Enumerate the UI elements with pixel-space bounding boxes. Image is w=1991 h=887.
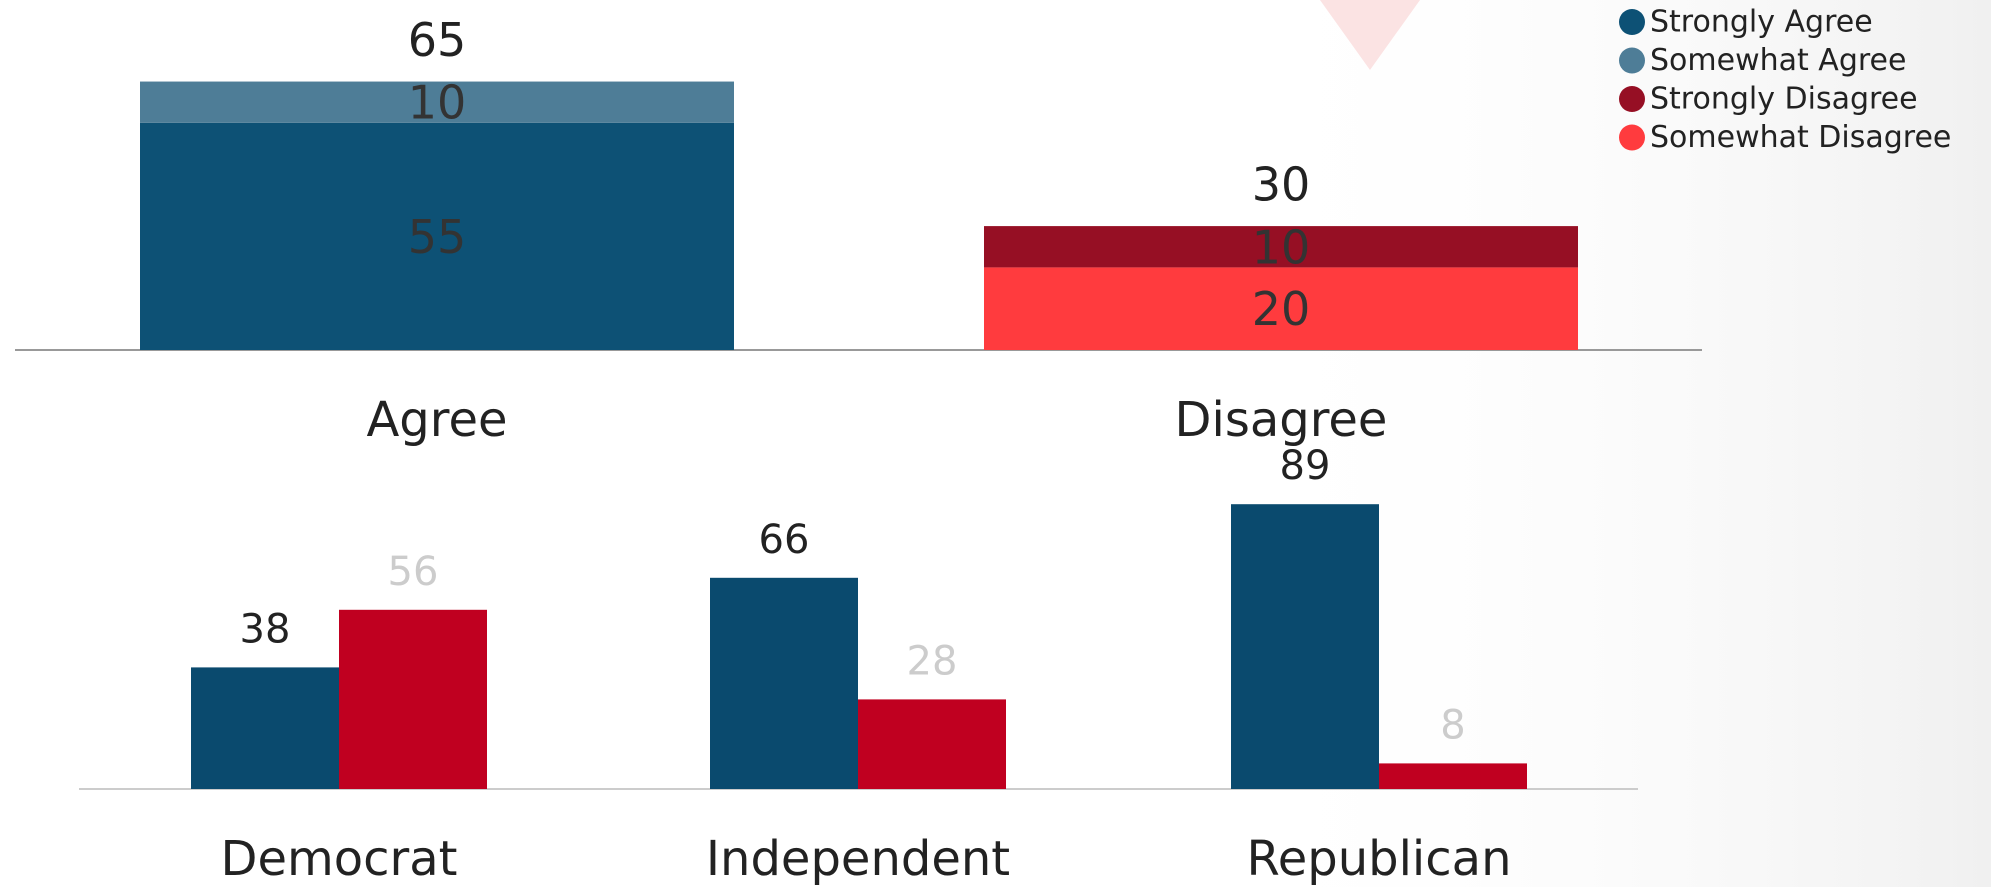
value-label: 56 bbox=[388, 549, 439, 595]
value-label: 8 bbox=[1440, 702, 1465, 748]
value-label: 28 bbox=[907, 638, 958, 684]
segment-label: 10 bbox=[408, 76, 467, 130]
total-label: 65 bbox=[408, 13, 467, 67]
legend-swatch bbox=[1619, 9, 1645, 35]
bar bbox=[1231, 504, 1379, 789]
x-tick-label: Republican bbox=[1247, 831, 1512, 887]
legend-label: Strongly Disagree bbox=[1650, 82, 1918, 117]
value-label: 38 bbox=[240, 606, 291, 652]
segment-label: 20 bbox=[1252, 282, 1311, 336]
x-tick-label: Disagree bbox=[1175, 392, 1388, 448]
legend-label: Somewhat Agree bbox=[1650, 43, 1906, 78]
bar bbox=[339, 609, 487, 789]
segment-label: 10 bbox=[1252, 220, 1311, 274]
bar bbox=[710, 577, 858, 789]
bar bbox=[1379, 763, 1527, 789]
background-accent bbox=[1320, 0, 1420, 70]
legend-label: Somewhat Disagree bbox=[1650, 120, 1951, 155]
bar-segment bbox=[984, 267, 1578, 350]
segment-label: 55 bbox=[408, 210, 467, 264]
bar-segment bbox=[984, 226, 1578, 268]
x-tick-label: Independent bbox=[706, 831, 1010, 887]
bar bbox=[858, 699, 1006, 789]
x-tick-label: Agree bbox=[366, 392, 507, 448]
legend-swatch bbox=[1619, 124, 1645, 151]
legend-swatch bbox=[1619, 47, 1645, 74]
x-tick-label: Democrat bbox=[221, 831, 458, 887]
value-label: 66 bbox=[759, 517, 810, 563]
value-label: 89 bbox=[1280, 443, 1331, 489]
bar-segment bbox=[140, 81, 734, 123]
bar-segment bbox=[140, 122, 734, 350]
legend-swatch bbox=[1619, 86, 1645, 112]
bar bbox=[191, 667, 339, 789]
total-label: 30 bbox=[1252, 158, 1311, 212]
legend-label: Strongly Agree bbox=[1650, 5, 1873, 40]
